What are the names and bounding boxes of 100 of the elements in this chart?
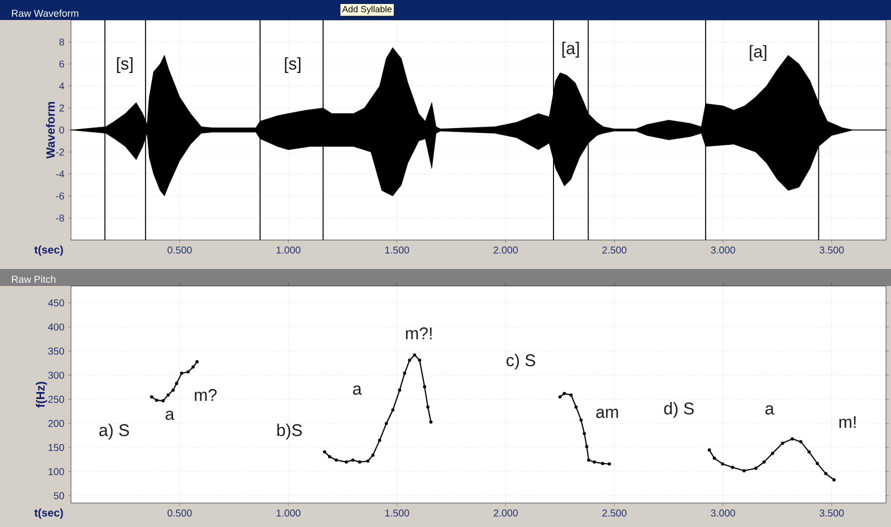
point: [562, 392, 566, 396]
point: [790, 437, 794, 440]
text: Add Syllable: [342, 6, 392, 14]
annotation: a: [765, 405, 774, 415]
y-tick-label: 4: [59, 82, 64, 90]
point: [166, 393, 170, 397]
point: [730, 466, 734, 469]
chart-title: Raw Pitch: [12, 276, 56, 283]
point: [351, 458, 354, 462]
y-tick-label: 350: [48, 348, 64, 355]
annotation: d) S: [664, 402, 694, 418]
point: [592, 460, 596, 464]
y-tick-label: -2: [56, 148, 64, 156]
point: [344, 460, 348, 464]
chart-title: Raw Waveform: [12, 10, 78, 17]
point: [832, 478, 836, 482]
annotation: a: [353, 386, 362, 395]
point: [582, 432, 586, 436]
point: [587, 458, 590, 462]
annotation: m?!: [406, 327, 432, 340]
annotation: a) S: [99, 424, 129, 440]
point: [391, 408, 394, 412]
y-axis-title: f(Hz): [36, 382, 48, 408]
point: [742, 469, 746, 472]
x-tick-label: 3.500: [820, 246, 844, 254]
annotation: c) S: [506, 354, 536, 370]
x-axis-title: t(sec): [34, 508, 63, 519]
point: [162, 399, 165, 402]
y-tick-label: 250: [48, 396, 64, 403]
annotation: b)S: [277, 424, 302, 440]
y-tick-label: 400: [48, 323, 64, 331]
point: [150, 395, 154, 399]
y-tick-label: 6: [59, 60, 64, 68]
point: [358, 460, 362, 464]
point: [398, 388, 402, 392]
y-tick-label: 200: [48, 420, 64, 427]
point: [186, 370, 190, 374]
point: [172, 388, 175, 392]
point: [423, 385, 426, 388]
point: [175, 382, 178, 386]
annotation: m!: [839, 416, 856, 428]
point: [585, 444, 588, 448]
point: [403, 372, 406, 375]
x-tick-label: 1.500: [385, 246, 410, 254]
annotation: [a]: [750, 45, 766, 61]
point: [155, 398, 158, 402]
point: [708, 448, 711, 452]
point: [323, 450, 326, 454]
x-tick-label: 1.000: [276, 246, 300, 254]
point: [807, 450, 811, 454]
x-tick-label: 3.500: [820, 510, 844, 517]
x-tick-label: 0.500: [168, 510, 192, 517]
point: [799, 440, 802, 444]
x-tick-label: 3.000: [710, 510, 736, 517]
y-tick-label: 100: [48, 468, 64, 476]
y-tick-label: -4: [56, 170, 64, 178]
point: [720, 462, 724, 466]
annotation: [s]: [117, 57, 133, 73]
y-tick-label: 450: [48, 299, 64, 306]
x-tick-label: 1.500: [385, 510, 410, 517]
point: [418, 358, 422, 362]
y-tick-label: 0: [59, 126, 64, 134]
point: [366, 459, 370, 463]
x-tick-label: 2.000: [494, 246, 518, 254]
point: [579, 418, 583, 422]
x-tick-label: 2.000: [494, 510, 518, 517]
x-tick-label: 3.000: [710, 246, 736, 254]
x-tick-label: 1.000: [276, 510, 300, 517]
y-tick-label: 8: [59, 38, 64, 46]
point: [569, 393, 573, 397]
annotation: a: [166, 410, 174, 420]
point: [558, 395, 562, 399]
point: [601, 462, 604, 466]
point: [429, 420, 433, 424]
point: [608, 462, 611, 466]
annotation: [a]: [562, 42, 579, 58]
x-tick-label: 0.500: [168, 246, 192, 254]
point: [816, 462, 819, 466]
point: [195, 360, 199, 364]
point: [824, 472, 828, 476]
point: [408, 358, 412, 362]
y-axis-title: Waveform: [46, 102, 55, 159]
x-tick-label: 2.500: [602, 246, 626, 254]
point: [574, 405, 578, 409]
annotation: am: [596, 408, 618, 418]
point: [762, 460, 766, 464]
point: [192, 365, 195, 369]
point: [770, 452, 774, 455]
point: [378, 438, 382, 442]
annotation: [s]: [284, 57, 300, 73]
point: [712, 456, 716, 460]
y-tick-label: -6: [56, 192, 64, 200]
point: [754, 466, 758, 470]
point: [180, 372, 184, 375]
point: [780, 442, 784, 445]
x-axis-title: t(sec): [34, 246, 63, 256]
point: [371, 454, 374, 457]
x-tick-label: 2.500: [602, 510, 626, 517]
y-tick-label: 150: [48, 444, 64, 452]
point: [328, 455, 332, 458]
